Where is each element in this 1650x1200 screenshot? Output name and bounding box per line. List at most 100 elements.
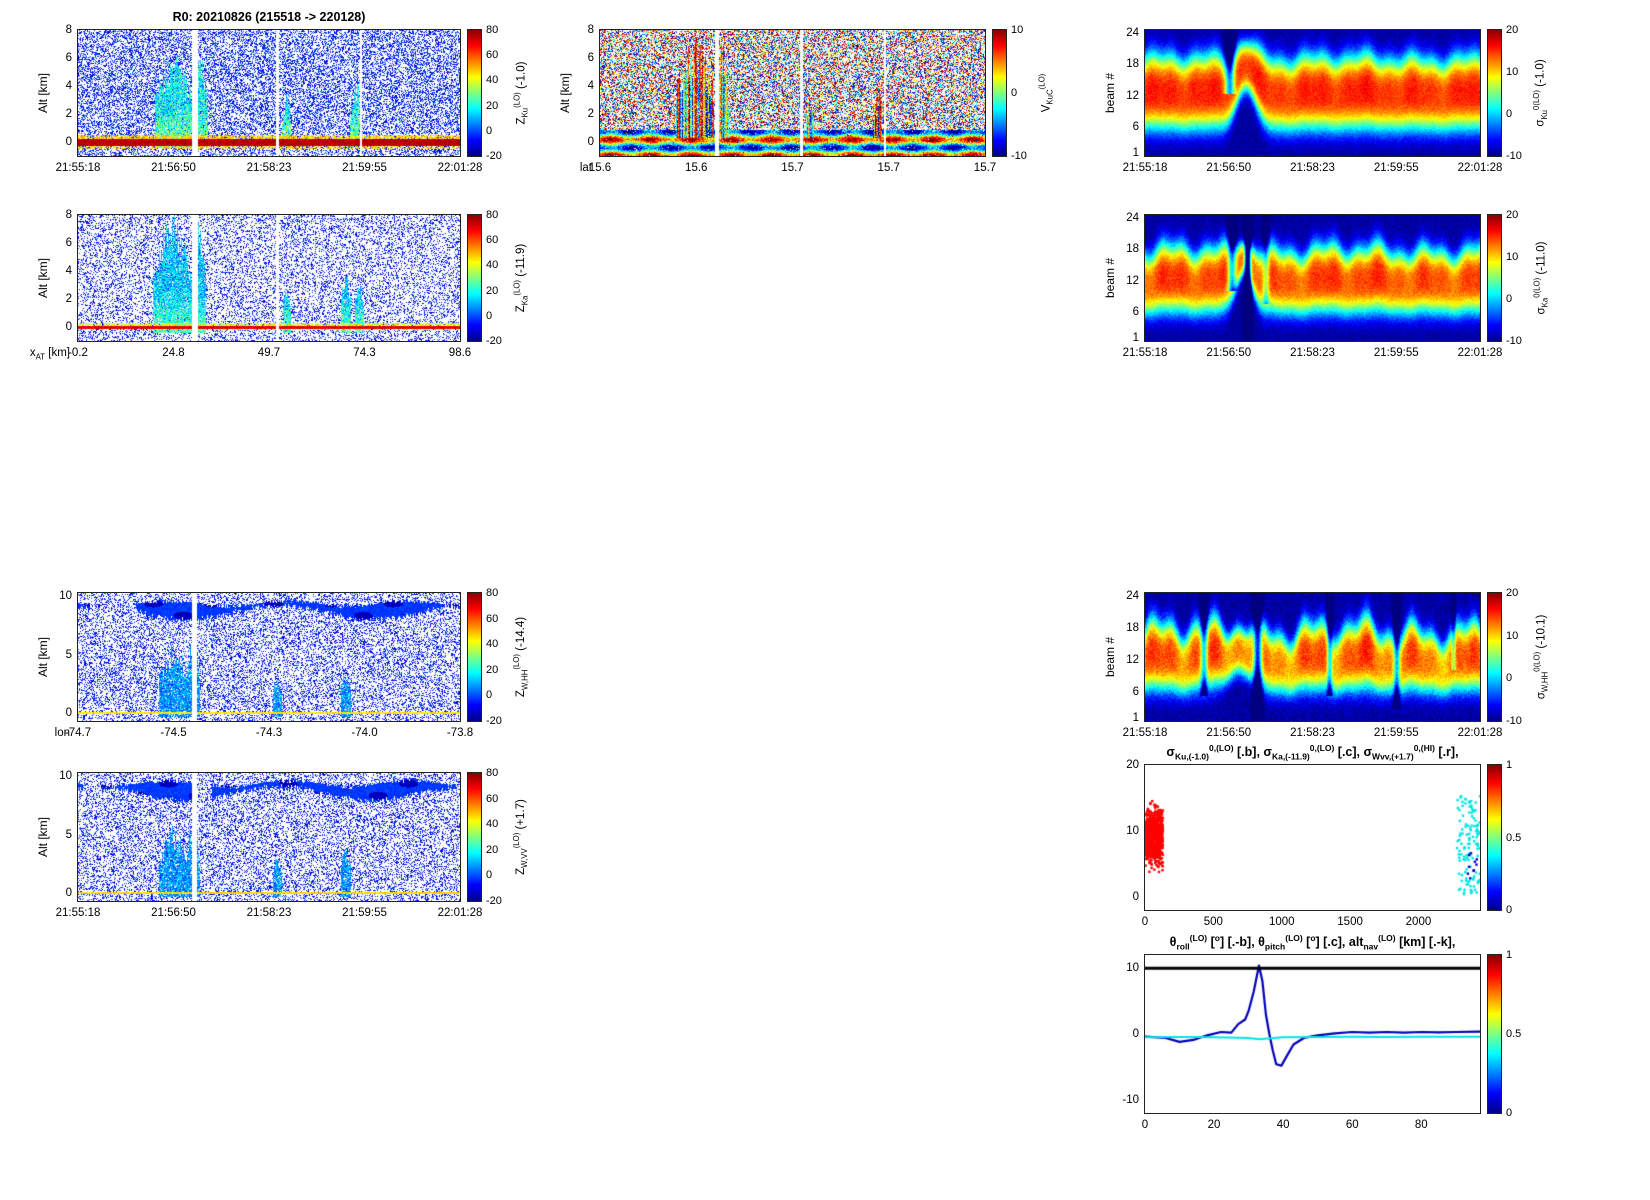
tick-label: 6 — [1132, 306, 1139, 319]
tick-label: 21:59:55 — [342, 162, 387, 174]
tick-label: 15.7 — [781, 162, 804, 174]
z-ku-heatmap — [77, 29, 461, 157]
tick-label: 24.8 — [162, 347, 185, 359]
panel-z-wvv: Alt [km] 10 5 0 21:55:18 21:56:50 21:58:23 21… — [36, 767, 529, 919]
tick-label: -10 — [1506, 335, 1522, 347]
tick-label: 2 — [65, 293, 72, 305]
tick-label: 21:59:55 — [342, 907, 387, 919]
x-axis-label: xAT [km] — [29, 347, 70, 362]
tick-label: 20 — [1126, 759, 1139, 771]
tick-label: 1 — [1506, 759, 1513, 771]
tick-label: 24 — [1126, 26, 1139, 39]
tick-label: -0.2 — [68, 347, 88, 359]
tick-label: 22:01:28 — [1457, 162, 1503, 174]
y-axis-label: Alt [km] — [36, 72, 51, 114]
tick-label: 21:58:23 — [1290, 727, 1335, 739]
tick-label: 0 — [486, 869, 493, 882]
z-wvv-heatmap — [77, 772, 461, 902]
tick-label: 21:56:50 — [1206, 727, 1252, 739]
tick-label: 21:59:55 — [1373, 727, 1419, 739]
tick-label: 6 — [1132, 121, 1139, 134]
tick-label: 4 — [65, 264, 72, 277]
figure-title: R0: 20210826 (215518 -> 220128) — [21, 10, 518, 24]
tick-label: 0 — [65, 706, 72, 719]
tick-label: 10 — [1506, 65, 1519, 78]
tick-label: 10 — [1011, 24, 1024, 36]
tick-label: 60 — [486, 49, 499, 62]
tick-label: 49.7 — [257, 347, 281, 359]
tick-label: 40 — [486, 638, 499, 651]
y-axis-label: beam # — [1103, 257, 1117, 299]
tick-label: 24 — [1126, 211, 1139, 224]
tick-label: 0 — [1506, 293, 1513, 305]
tick-label: 21:58:23 — [246, 162, 292, 174]
tick-label: 1 — [1132, 332, 1139, 345]
tick-label: 2 — [65, 108, 72, 120]
tick-label: -10 — [1506, 715, 1522, 727]
colorbar — [1487, 29, 1502, 157]
panel-attitude: θroll(LO) [o] [.-b], θpitch(LO) [o] [.c]… — [1122, 934, 1521, 1131]
panel-sigma0-whh: beam # 24 18 12 6 1 21:55:18 21:56:50 21:58:23… — [1103, 587, 1549, 739]
tick-label: 15.7 — [877, 162, 900, 174]
tick-label: 20 — [486, 843, 499, 856]
tick-label: -74.0 — [351, 727, 378, 739]
tick-label: 20 — [486, 663, 499, 676]
tick-label: 6 — [65, 51, 72, 64]
y-axis-label: beam # — [1103, 72, 1117, 114]
tick-label: 21:55:18 — [1122, 162, 1168, 174]
tick-label: 5 — [65, 828, 72, 841]
tick-label: 6 — [1132, 685, 1139, 698]
tick-label: -10 — [1506, 150, 1522, 162]
tick-label: -74.3 — [255, 727, 283, 739]
tick-label: 74.3 — [353, 347, 376, 359]
colorbar — [467, 29, 482, 157]
tick-label: 0 — [65, 886, 72, 899]
tick-label: 12 — [1126, 274, 1139, 287]
colorbar — [992, 29, 1007, 157]
y-axis-label: beam # — [1103, 636, 1117, 678]
z-whh-heatmap — [77, 592, 461, 722]
tick-label: 0 — [1132, 1028, 1139, 1040]
tick-label: 1500 — [1337, 916, 1363, 928]
tick-label: 80 — [486, 767, 499, 779]
tick-label: 18 — [1126, 621, 1139, 634]
colorbar-label: ZKa(LO) (-11.9) — [512, 243, 530, 313]
tick-label: 10 — [59, 770, 72, 783]
v-kuc-heatmap — [599, 29, 986, 157]
colorbar — [1487, 954, 1502, 1114]
tick-label: 0.5 — [1506, 831, 1522, 844]
tick-label: 10 — [1126, 962, 1139, 975]
tick-label: -73.8 — [446, 727, 474, 739]
tick-label: 21:56:50 — [151, 162, 196, 174]
x-axis-label: lat — [579, 162, 592, 174]
scatter-title: σKu,(-1.0)0,(LO) [.b], σKa,(-11.9)0,(LO)… — [1166, 742, 1459, 762]
tick-label: 98.6 — [448, 347, 472, 359]
tick-label: 2000 — [1405, 916, 1432, 928]
tick-label: 15.6 — [588, 162, 612, 174]
tick-label: 12 — [1126, 89, 1139, 102]
panel-z-whh: Alt [km] 10 5 0 -74.7 -74.5 -74.3 -74.0 -73.8 … — [36, 587, 529, 739]
tick-label: 0 — [65, 321, 72, 333]
tick-label: 1000 — [1268, 916, 1295, 928]
tick-label: 21:56:50 — [1206, 162, 1252, 174]
tick-label: 20 — [1506, 209, 1519, 221]
colorbar-label: ZW,HH(LO) (-14.4) — [512, 616, 530, 698]
tick-label: 0 — [587, 136, 594, 148]
colorbar-label: ZKu(LO) (-1.0) — [512, 61, 530, 125]
tick-label: 20 — [486, 284, 499, 297]
colorbar-label: ZW,VV(LO) (+1.7) — [512, 799, 530, 875]
colorbar — [1487, 214, 1502, 342]
tick-label: 0 — [65, 136, 72, 148]
tick-label: 22:01:28 — [1457, 347, 1503, 359]
tick-label: -10 — [1011, 150, 1027, 162]
tick-label: 12 — [1126, 653, 1139, 666]
figure-title-text: R0: 20210826 (215518 -> 220128) — [172, 10, 366, 24]
tick-label: 4 — [65, 79, 72, 92]
tick-label: 1 — [1506, 949, 1513, 961]
y-axis-label: Alt [km] — [558, 72, 573, 114]
tick-label: 0 — [1506, 1107, 1513, 1119]
sigma0-ka-heatmap — [1144, 214, 1481, 342]
tick-label: 22:01:28 — [437, 907, 483, 919]
tick-label: -20 — [486, 895, 502, 907]
